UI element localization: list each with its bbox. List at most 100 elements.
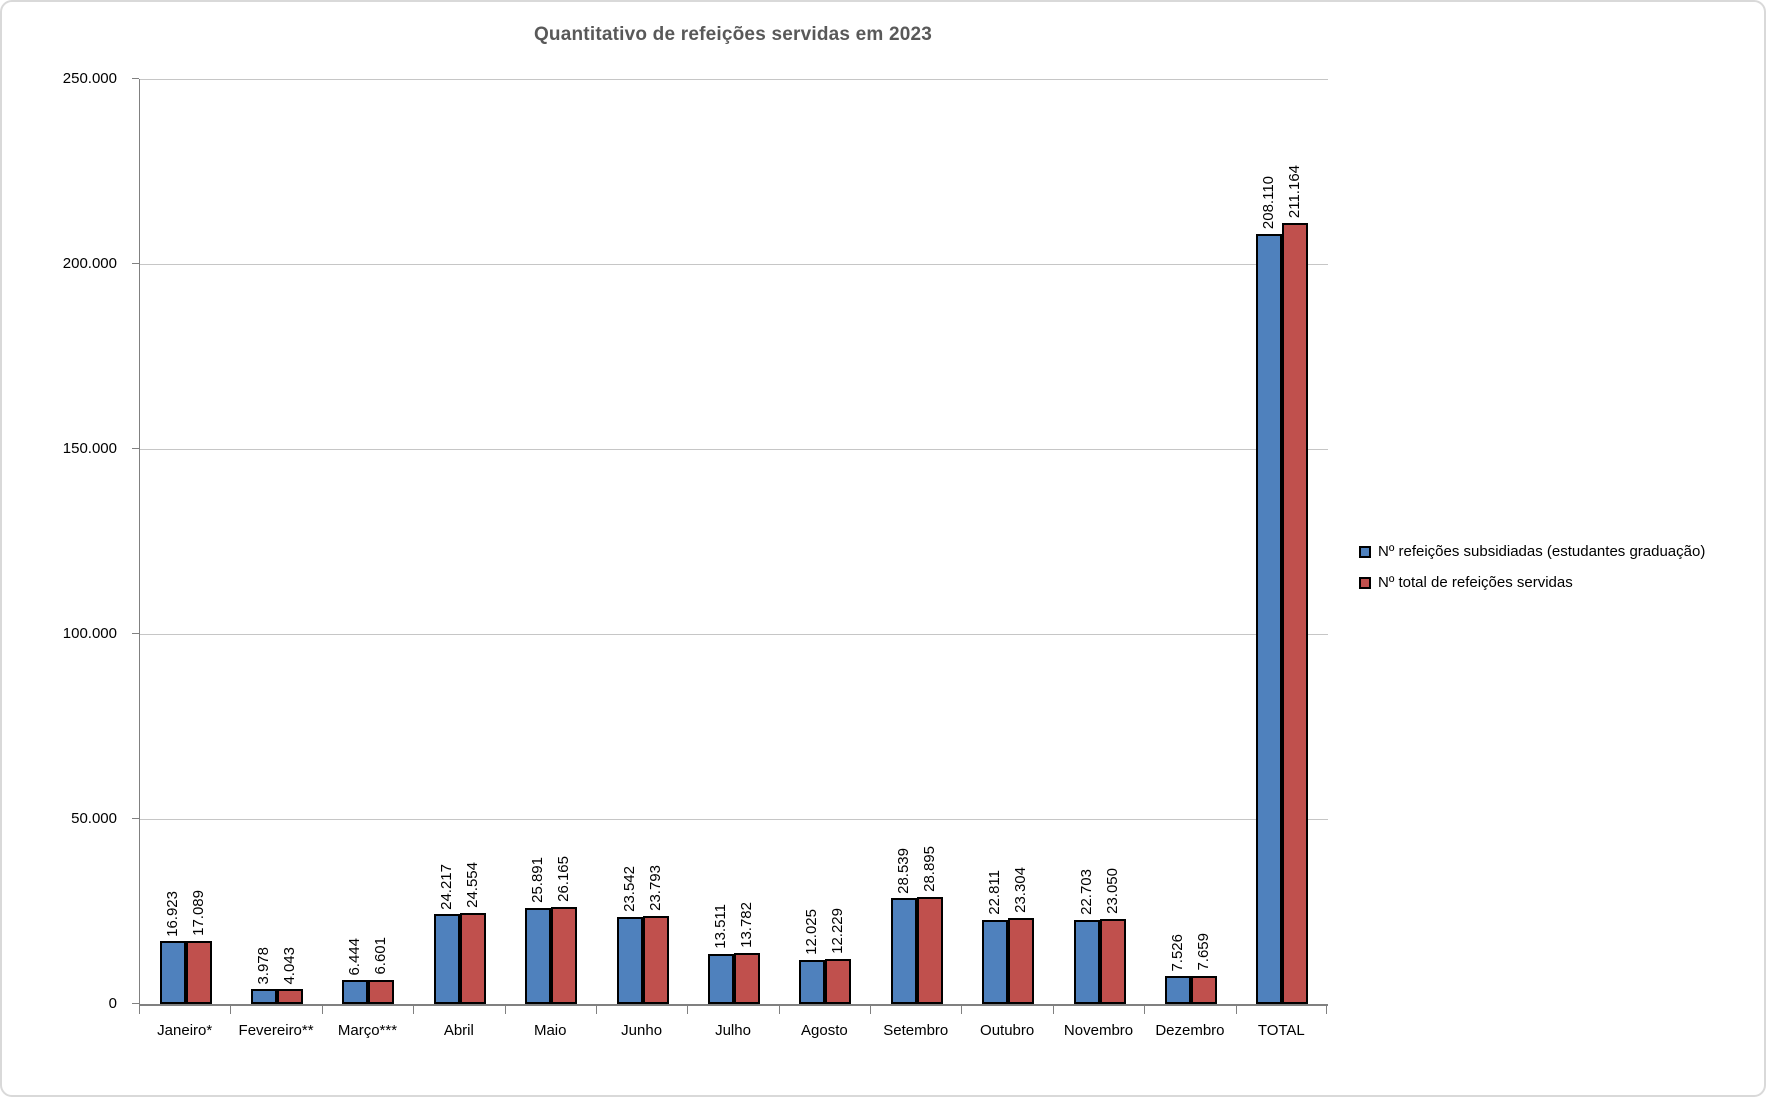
bar-value-label: 4.043: [281, 946, 299, 985]
chart-title: Quantitativo de refeições servidas em 20…: [533, 24, 933, 45]
bar-value-label: 211.164: [1286, 164, 1304, 218]
bar-value-label: 3.978: [255, 946, 273, 985]
category-label-Junho: Junho: [621, 1022, 663, 1039]
x-axis: Janeiro* Fevereiro** Março*** Abril Maio Junh…: [139, 1006, 1327, 1044]
bar-value-label: 26.165: [555, 856, 573, 903]
bar-Fevereiro**-series2: [277, 989, 304, 1004]
gridline-150.000: [140, 449, 1328, 450]
x-tick-mark: [1235, 1006, 1237, 1014]
bar-value-label: 208.110: [1260, 175, 1278, 229]
legend-item-total: Nº total de refeições servidas: [1359, 574, 1705, 591]
category-label-Setembro: Setembro: [883, 1022, 949, 1039]
bar-Janeiro*-series2: [185, 940, 212, 1004]
bar-Outubro-series1: [982, 919, 1009, 1004]
bar-Março***-series2: [368, 979, 395, 1004]
y-axis: 0 50.000 100.000 150.000 200.000 250.000: [2, 70, 139, 1012]
y-tick-label: 250.000: [62, 70, 117, 87]
y-tick-mark: [132, 633, 139, 634]
bar-Janeiro*-series1: [159, 941, 186, 1004]
bar-Novembro-series1: [1073, 920, 1100, 1004]
y-tick-mark: [132, 1003, 139, 1004]
x-tick-mark: [230, 1006, 232, 1014]
category-label-Dezembro: Dezembro: [1155, 1022, 1225, 1039]
y-tick-label: 50.000: [71, 810, 117, 827]
bar-Dezembro-series1: [1164, 976, 1191, 1004]
category-label-Março***: Março***: [337, 1022, 398, 1039]
gridline-100.000: [140, 634, 1328, 635]
plot-area: 16.923 17.089 3.978 4.043 6.444 6.601 24.217 24…: [139, 79, 1328, 1006]
category-label-Outubro: Outubro: [980, 1022, 1035, 1039]
bar-Dezembro-series2: [1190, 975, 1217, 1004]
category-label-Agosto: Agosto: [801, 1022, 848, 1039]
bar-value-label: 24.554: [463, 862, 481, 909]
bar-Agosto-series1: [799, 959, 826, 1004]
y-tick-mark: [132, 818, 139, 819]
bar-Abril-series1: [433, 914, 460, 1004]
bar-value-label: 23.793: [646, 865, 664, 911]
bar-value-label: 23.050: [1103, 867, 1121, 914]
legend: Nº refeições subsidiadas (estudantes gra…: [1359, 543, 1705, 591]
bar-Junho-series2: [642, 915, 669, 1004]
x-tick-mark: [778, 1006, 780, 1014]
category-label-Julho: Julho: [715, 1022, 751, 1039]
x-tick-mark: [1144, 1006, 1146, 1014]
category-label-Fevereiro**: Fevereiro**: [238, 1022, 314, 1039]
bar-value-label: 12.229: [829, 907, 847, 954]
category-label-Maio: Maio: [533, 1022, 567, 1039]
bar-value-label: 24.217: [437, 863, 455, 910]
bar-Maio-series1: [525, 908, 552, 1004]
legend-marker-blue-icon: [1359, 545, 1371, 558]
bar-value-label: 7.526: [1168, 933, 1186, 972]
legend-label-total: Nº total de refeições servidas: [1378, 574, 1573, 591]
y-tick-label: 100.000: [62, 625, 117, 642]
bar-value-label: 7.659: [1194, 933, 1212, 971]
bar-Maio-series2: [551, 907, 578, 1004]
bar-value-label: 16.923: [163, 890, 181, 937]
bar-value-label: 13.511: [712, 904, 729, 950]
x-tick-mark: [595, 1006, 597, 1014]
bar-Outubro-series2: [1008, 917, 1035, 1004]
bar-value-label: 22.703: [1077, 869, 1095, 915]
bar-Março***-series1: [342, 980, 369, 1004]
bar-value-label: 25.891: [529, 857, 547, 904]
bar-value-label: 23.542: [620, 866, 638, 912]
category-label-Janeiro*: Janeiro*: [157, 1022, 213, 1039]
gridline-250.000: [140, 79, 1328, 80]
bar-value-label: 23.304: [1012, 866, 1030, 913]
bar-TOTAL-series2: [1282, 222, 1309, 1004]
x-tick-mark: [321, 1006, 323, 1014]
x-tick-mark: [961, 1006, 963, 1014]
bar-value-label: 6.444: [346, 937, 364, 976]
legend-label-subsidiadas: Nº refeições subsidiadas (estudantes gra…: [1378, 543, 1706, 560]
category-label-Novembro: Novembro: [1063, 1022, 1134, 1039]
x-tick-mark: [1052, 1006, 1054, 1014]
gridline-50.000: [140, 819, 1328, 820]
bar-value-label: 17.089: [189, 889, 207, 936]
bar-Julho-series1: [708, 954, 734, 1004]
x-tick-mark: [504, 1006, 506, 1014]
bar-Abril-series2: [459, 913, 486, 1004]
y-tick-label: 150.000: [62, 440, 117, 457]
bar-Novembro-series2: [1099, 918, 1126, 1004]
bar-Fevereiro**-series1: [251, 989, 278, 1004]
category-label-Abril: Abril: [443, 1022, 474, 1039]
bar-Setembro-series1: [890, 898, 917, 1004]
y-tick-mark: [132, 78, 139, 79]
bar-value-label: 28.539: [894, 847, 912, 894]
category-label-TOTAL: TOTAL: [1257, 1022, 1305, 1039]
x-tick-mark: [870, 1006, 872, 1014]
bar-Junho-series1: [616, 916, 643, 1004]
y-tick-label: 0: [108, 995, 117, 1012]
gridline-200.000: [140, 264, 1328, 265]
y-tick-mark: [132, 448, 139, 449]
bar-Agosto-series2: [825, 958, 852, 1004]
bar-Setembro-series2: [916, 897, 943, 1004]
bar-value-label: 12.025: [803, 908, 821, 955]
bar-TOTAL-series1: [1256, 234, 1283, 1004]
x-tick-mark: [1326, 1006, 1327, 1014]
bar-value-label: 13.782: [738, 902, 755, 949]
y-tick-mark: [132, 263, 139, 264]
x-tick-mark: [139, 1006, 140, 1014]
x-tick-mark: [687, 1006, 689, 1014]
